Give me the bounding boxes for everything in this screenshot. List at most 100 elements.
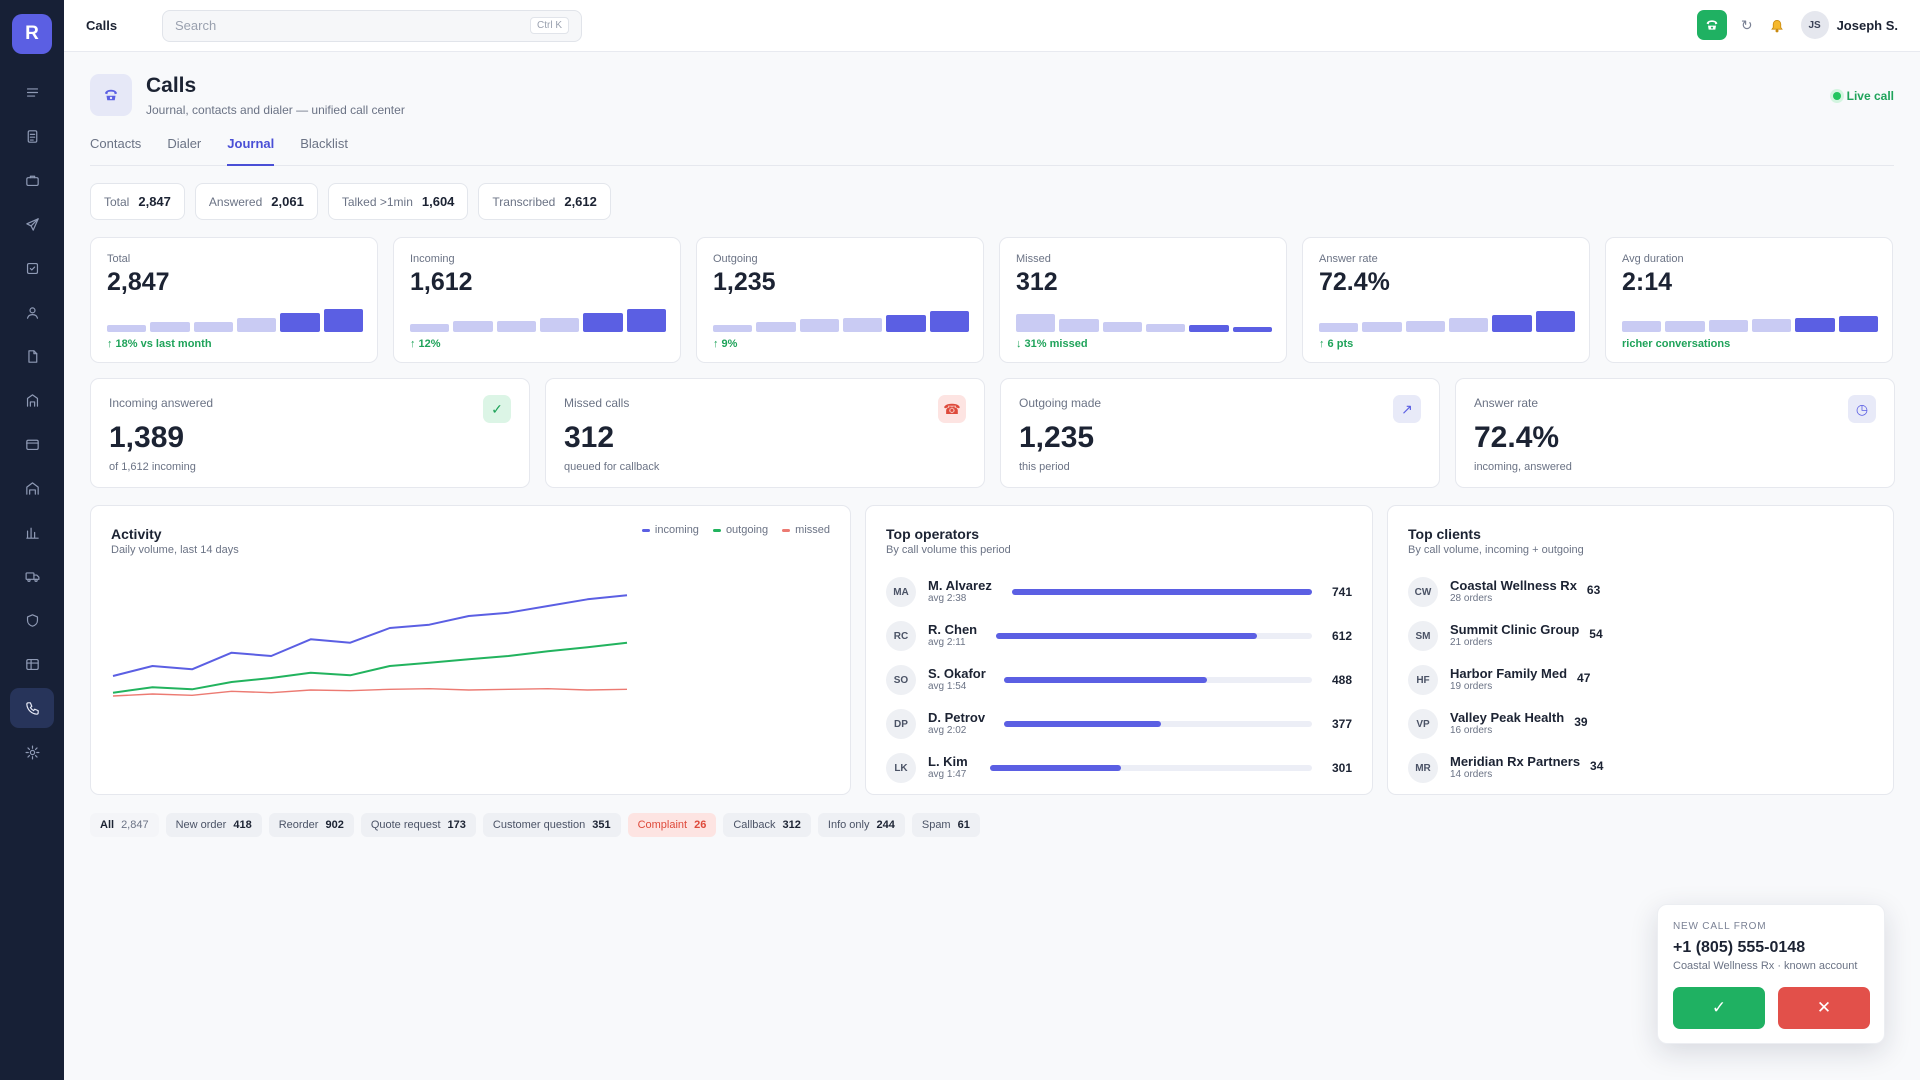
summary-chip: Answered 2,061 — [194, 183, 318, 220]
operator-row[interactable]: DP D. Petrov avg 2:02 377 — [886, 702, 1352, 746]
operator-row[interactable]: RC R. Chen avg 2:11 612 — [886, 614, 1352, 658]
kpi-spark-bar — [626, 309, 666, 332]
sidebar-item-briefcase[interactable] — [10, 160, 54, 200]
filter-label: Customer question — [492, 819, 586, 831]
refresh-icon[interactable]: ↻ — [1740, 16, 1753, 33]
filter-reorder[interactable]: Reorder 902 — [268, 813, 354, 837]
sidebar-item-document[interactable] — [10, 116, 54, 156]
kpi-spark-bar — [539, 318, 580, 332]
kpi-card[interactable]: Answer rate 72.4% ↑ 6 pts — [1302, 237, 1590, 363]
stat-row: Incoming answered 1,389 of 1,612 incoming ✓… — [90, 378, 1895, 488]
kpi-label: Outgoing — [713, 253, 758, 265]
phone-missed-icon: ☎ — [938, 395, 966, 423]
operator-bar-fill — [1004, 721, 1161, 727]
sidebar-item-calendar[interactable] — [10, 424, 54, 464]
live-call-indicator[interactable]: Live call — [1832, 89, 1894, 103]
stat-card[interactable]: Answer rate 72.4% incoming, answered ◷ — [1455, 378, 1895, 488]
store-icon — [26, 393, 38, 407]
filter-info-only[interactable]: Info only 244 — [817, 813, 905, 837]
filter-spam[interactable]: Spam 61 — [911, 813, 980, 837]
live-dot-icon — [1832, 92, 1841, 100]
series-line-missed — [112, 687, 628, 697]
client-orders: 16 orders — [1450, 725, 1493, 736]
kpi-spark-bar — [193, 322, 233, 332]
search-input[interactable] — [175, 18, 475, 33]
tab-contacts[interactable]: Contacts — [90, 136, 142, 151]
sidebar-item-truck[interactable] — [10, 556, 54, 596]
filter-quote-request[interactable]: Quote request 173 — [360, 813, 476, 837]
kpi-row: Total 2,847 ↑ 18% vs last month Incoming 1,6… — [90, 237, 1893, 363]
sidebar-item-bar-chart[interactable] — [10, 512, 54, 552]
kpi-card[interactable]: Avg duration 2:14 richer conversations — [1605, 237, 1893, 363]
stat-card[interactable]: Outgoing made 1,235 this period ↗ — [1000, 378, 1440, 488]
filter-label: Info only — [827, 819, 870, 831]
kpi-spark-bar — [1059, 319, 1099, 332]
filter-customer-question[interactable]: Customer question 351 — [482, 813, 621, 837]
sidebar-item-send[interactable] — [10, 204, 54, 244]
tab-journal[interactable]: Journal — [227, 136, 275, 166]
sidebar-item-shield[interactable] — [10, 600, 54, 640]
accept-call-button[interactable]: ✓ — [1673, 987, 1765, 1029]
kpi-delta: richer conversations — [1622, 338, 1731, 350]
kpi-spark-bar — [496, 321, 536, 332]
softphone-button[interactable] — [1696, 10, 1727, 40]
sidebar-item-store[interactable] — [10, 380, 54, 420]
operators-subtitle: By call volume this period — [886, 544, 1011, 556]
sidebar-item-checkbox[interactable] — [10, 248, 54, 288]
search-box[interactable]: Ctrl K — [162, 9, 582, 42]
sidebar-item-file[interactable] — [10, 336, 54, 376]
filter-label: Spam — [921, 819, 951, 831]
client-row[interactable]: SM Summit Clinic Group 21 orders 54 — [1408, 614, 1873, 658]
user-icon — [26, 306, 38, 319]
client-row[interactable]: VP Valley Peak Health 16 orders 39 — [1408, 702, 1873, 746]
live-call-label: Live call — [1846, 89, 1894, 103]
client-row[interactable]: CW Coastal Wellness Rx 28 orders 63 — [1408, 570, 1873, 614]
stat-label: Outgoing made — [1019, 396, 1102, 410]
stat-card[interactable]: Incoming answered 1,389 of 1,612 incoming ✓ — [90, 378, 530, 488]
operator-avatar: LK — [886, 753, 916, 783]
phone-icon — [1706, 20, 1718, 30]
filter-label: New order — [175, 819, 227, 831]
user-name[interactable]: Joseph S. — [1836, 17, 1898, 33]
sidebar-item-menu[interactable] — [10, 72, 54, 112]
kpi-card[interactable]: Total 2,847 ↑ 18% vs last month — [90, 237, 378, 363]
sidebar-item-warehouse[interactable] — [10, 468, 54, 508]
summary-chip: Total 2,847 — [90, 183, 185, 220]
decline-call-button[interactable]: ✕ — [1778, 987, 1870, 1029]
client-row[interactable]: MR Meridian Rx Partners 14 orders 34 — [1408, 746, 1873, 790]
sidebar-item-phone[interactable] — [10, 688, 54, 728]
tab-dialer[interactable]: Dialer — [167, 136, 202, 151]
tab-blacklist[interactable]: Blacklist — [300, 136, 348, 151]
operator-bar-fill — [996, 633, 1258, 639]
client-info: Summit Clinic Group 21 orders — [1450, 623, 1579, 649]
kpi-card[interactable]: Incoming 1,612 ↑ 12% — [393, 237, 681, 363]
filter-label: Quote request — [370, 819, 441, 831]
stat-subtext: of 1,612 incoming — [109, 461, 196, 473]
kpi-card[interactable]: Outgoing 1,235 ↑ 9% — [696, 237, 984, 363]
bell-icon[interactable] — [1767, 15, 1787, 35]
sidebar-item-table[interactable] — [10, 644, 54, 684]
operator-row[interactable]: SO S. Okafor avg 1:54 488 — [886, 658, 1352, 702]
operator-row[interactable]: MA M. Alvarez avg 2:38 741 — [886, 570, 1352, 614]
filter-callback[interactable]: Callback 312 — [723, 813, 811, 837]
series-line-outgoing — [112, 641, 628, 694]
kpi-card[interactable]: Missed 312 ↓ 31% missed — [999, 237, 1287, 363]
filter-label: Callback — [733, 819, 776, 831]
kpi-value: 2,847 — [107, 268, 170, 296]
operator-info: R. Chen avg 2:11 — [928, 623, 977, 649]
sidebar-item-gear[interactable] — [10, 732, 54, 772]
kpi-spark-bar — [929, 311, 969, 332]
filter-new-order[interactable]: New order 418 — [165, 813, 262, 837]
activity-title: Activity — [111, 526, 162, 542]
client-orders: 14 orders — [1450, 769, 1493, 780]
client-row[interactable]: HF Harbor Family Med 19 orders 47 — [1408, 658, 1873, 702]
sidebar-item-user[interactable] — [10, 292, 54, 332]
operator-avg: avg 1:47 — [928, 769, 967, 780]
summary-chips: Total 2,847 Answered 2,061 Talked >1min 1,604… — [90, 183, 611, 220]
filter-complaint[interactable]: Complaint 26 — [627, 813, 717, 837]
app-logo[interactable]: R — [12, 14, 52, 54]
filter-all[interactable]: All 2,847 — [90, 813, 159, 837]
operator-row[interactable]: LK L. Kim avg 1:47 301 — [886, 746, 1352, 790]
avatar[interactable]: JS — [1800, 11, 1829, 39]
stat-card[interactable]: Missed calls 312 queued for callback ☎ — [545, 378, 985, 488]
